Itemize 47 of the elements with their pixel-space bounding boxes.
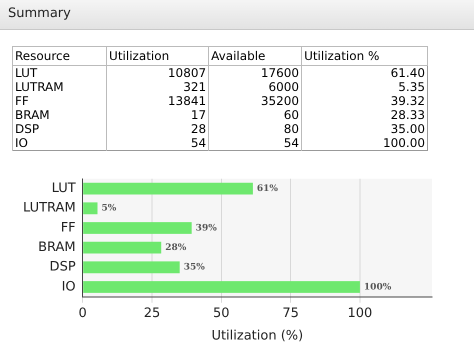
y-tick-label: IO	[62, 279, 76, 294]
y-tick-label: LUT	[52, 181, 76, 196]
text: 28	[106, 122, 209, 136]
bar	[83, 261, 180, 274]
text: 6000	[208, 80, 302, 94]
data-label: 28%	[165, 242, 187, 253]
bar	[83, 222, 192, 234]
x-tick-label: 0	[78, 306, 87, 321]
text: 100.00	[302, 136, 428, 150]
text: 54	[208, 136, 302, 150]
bar	[83, 242, 162, 254]
y-tick-label: LUTRAM	[22, 200, 76, 216]
x-tick-label: 100	[348, 306, 372, 321]
text: 5.35	[302, 80, 428, 94]
text: 28.33	[302, 108, 428, 122]
text: 17	[106, 108, 209, 122]
category-label: Utilization %	[302, 46, 428, 66]
category-label: Resource	[12, 46, 107, 66]
x-tick-label: 25	[144, 306, 160, 321]
bar	[83, 281, 360, 293]
data-label: 61%	[256, 184, 278, 194]
data-label: 35%	[184, 262, 206, 273]
data-label: 39%	[196, 223, 218, 234]
x-tick-label: 75	[282, 306, 299, 321]
text: 61.40	[302, 66, 428, 80]
text: 13841	[106, 94, 209, 108]
x-tick-label: 50	[213, 306, 230, 321]
text: Summary	[8, 6, 71, 21]
category-label: Available	[208, 46, 302, 66]
y-tick-label: FF	[60, 220, 76, 236]
y-tick-label: DSP	[50, 260, 76, 275]
category-label: Utilization	[106, 46, 209, 66]
y-tick-label: BRAM	[38, 240, 76, 256]
text: 54	[106, 136, 209, 150]
data-label: 5%	[102, 204, 117, 214]
text: 35200	[208, 94, 302, 108]
text: 39.32	[302, 94, 428, 108]
text: 321	[106, 80, 209, 94]
text: 10807	[106, 66, 209, 80]
text: 60	[208, 108, 302, 122]
text: 80	[208, 122, 302, 136]
text: 35.00	[302, 122, 428, 136]
text: 17600	[208, 66, 302, 80]
bar	[83, 182, 253, 195]
data-label: 100%	[364, 282, 392, 292]
x-axis-title: Utilization (%)	[211, 328, 304, 344]
bar	[83, 202, 98, 214]
